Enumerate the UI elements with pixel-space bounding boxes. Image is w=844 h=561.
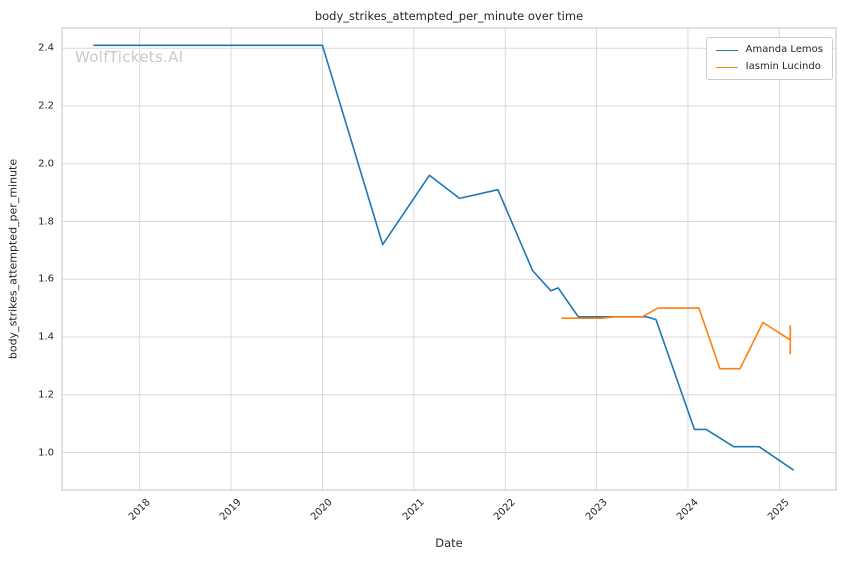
series-line-iasmin-lucindo bbox=[561, 307, 792, 370]
y-tick-label: 2.4 bbox=[38, 42, 54, 54]
legend-line-sample bbox=[715, 49, 738, 51]
y-tick-label: 1.0 bbox=[38, 447, 54, 458]
y-tick-label: 1.2 bbox=[38, 389, 54, 401]
y-tick-label: 1.8 bbox=[38, 216, 54, 227]
y-tick-label: 1.4 bbox=[38, 331, 54, 343]
legend-item: Iasmin Lucindo bbox=[715, 61, 823, 73]
legend-line-sample bbox=[715, 66, 738, 68]
y-tick-label: 1.6 bbox=[38, 273, 54, 285]
y-axis-label: body_strikes_attempted_per_minute bbox=[6, 158, 20, 360]
x-axis-label: Date bbox=[435, 536, 463, 550]
watermark: WolfTickets.AI bbox=[75, 48, 184, 66]
plot-border bbox=[61, 27, 837, 491]
legend-item: Amanda Lemos bbox=[715, 44, 823, 56]
y-tick-label: 2.0 bbox=[38, 158, 54, 170]
legend-label: Amanda Lemos bbox=[745, 44, 823, 55]
legend-label: Iasmin Lucindo bbox=[745, 61, 821, 72]
chart-title: body_strikes_attempted_per_minute over t… bbox=[314, 9, 584, 23]
legend: Amanda Lemos Iasmin Lucindo bbox=[705, 37, 833, 80]
series-line-amanda-lemos bbox=[93, 44, 794, 471]
y-tick-label: 2.2 bbox=[38, 100, 54, 112]
